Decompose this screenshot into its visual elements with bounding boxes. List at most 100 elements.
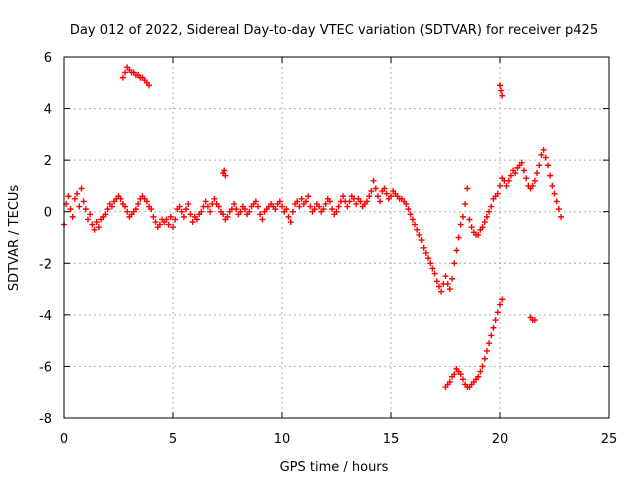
data-point xyxy=(165,221,172,228)
data-point xyxy=(185,200,192,207)
data-point xyxy=(148,206,155,213)
data-point xyxy=(87,211,94,218)
data-point xyxy=(479,363,486,370)
data-point xyxy=(285,213,292,220)
data-point xyxy=(381,185,388,192)
data-point xyxy=(523,175,530,182)
data-point xyxy=(505,177,512,184)
data-point xyxy=(167,213,174,220)
x-tick-label: 10 xyxy=(274,432,291,447)
data-point xyxy=(468,224,475,231)
data-point xyxy=(479,224,486,231)
x-tick-label: 25 xyxy=(601,432,618,447)
data-point xyxy=(176,203,183,210)
data-point xyxy=(93,219,100,226)
data-point xyxy=(298,195,305,202)
data-point xyxy=(453,247,460,254)
data-point xyxy=(322,200,329,207)
data-point xyxy=(490,324,497,331)
data-point xyxy=(287,219,294,226)
data-point xyxy=(486,208,493,215)
data-point xyxy=(411,221,418,228)
data-point xyxy=(202,198,209,205)
y-tick-label: -2 xyxy=(39,257,52,272)
data-point xyxy=(518,159,525,166)
data-point xyxy=(416,231,423,238)
data-point xyxy=(494,309,501,316)
chart-title: Day 012 of 2022, Sidereal Day-to-day VTE… xyxy=(70,23,598,38)
data-point xyxy=(71,195,78,202)
data-point xyxy=(135,200,142,207)
data-point xyxy=(132,206,139,213)
data-point xyxy=(74,190,81,197)
data-point xyxy=(163,216,170,223)
data-point xyxy=(540,146,547,153)
data-point xyxy=(499,296,506,303)
data-point xyxy=(124,208,131,215)
data-point xyxy=(446,378,453,385)
data-point xyxy=(220,211,227,218)
data-point xyxy=(409,216,416,223)
x-tick-label: 20 xyxy=(492,432,509,447)
data-point xyxy=(320,206,327,213)
data-point xyxy=(388,193,394,200)
data-point xyxy=(551,190,558,197)
data-point xyxy=(189,219,196,226)
grid xyxy=(63,56,610,419)
data-point xyxy=(486,340,493,347)
data-point xyxy=(357,198,364,205)
data-point xyxy=(204,203,211,210)
data-point xyxy=(252,198,259,205)
data-point xyxy=(102,211,109,218)
data-point xyxy=(117,195,124,202)
data-point xyxy=(326,198,333,205)
data-point xyxy=(82,206,89,213)
data-point xyxy=(146,82,153,89)
data-point xyxy=(289,208,296,215)
data-point xyxy=(76,203,83,210)
data-point xyxy=(333,208,340,215)
data-point xyxy=(520,167,527,174)
data-point xyxy=(224,213,231,220)
data-point xyxy=(481,219,488,226)
data-point xyxy=(531,177,538,184)
data-point xyxy=(455,234,462,241)
data-point xyxy=(279,203,285,210)
data-point xyxy=(311,206,318,213)
x-axis-label: GPS time / hours xyxy=(280,460,389,475)
data-point xyxy=(255,203,262,210)
data-point xyxy=(462,200,469,207)
data-point xyxy=(405,206,412,213)
plot-frame xyxy=(63,56,610,419)
data-point xyxy=(512,170,519,177)
data-point xyxy=(433,278,440,285)
x-tick-label: 0 xyxy=(60,432,68,447)
data-point xyxy=(558,213,565,220)
data-point xyxy=(305,193,312,200)
data-point xyxy=(503,182,510,189)
data-point xyxy=(451,371,458,378)
data-point xyxy=(178,208,185,215)
data-point xyxy=(346,198,353,205)
data-point xyxy=(276,198,283,205)
data-point xyxy=(122,69,129,76)
data-point xyxy=(407,211,414,218)
data-point xyxy=(156,221,163,228)
data-point xyxy=(383,190,390,197)
data-point xyxy=(534,170,541,177)
data-point xyxy=(233,206,240,213)
data-point xyxy=(420,244,427,251)
data-point xyxy=(335,203,342,210)
data-point xyxy=(459,376,466,383)
data-point xyxy=(152,219,159,226)
data-point xyxy=(366,193,373,200)
data-point xyxy=(464,185,471,192)
data-point xyxy=(340,193,347,200)
data-point xyxy=(368,188,375,195)
data-point xyxy=(483,213,490,220)
data-point xyxy=(364,198,371,205)
data-point xyxy=(475,373,482,380)
data-point xyxy=(108,203,115,210)
data-point xyxy=(531,317,538,324)
data-point xyxy=(538,151,545,158)
